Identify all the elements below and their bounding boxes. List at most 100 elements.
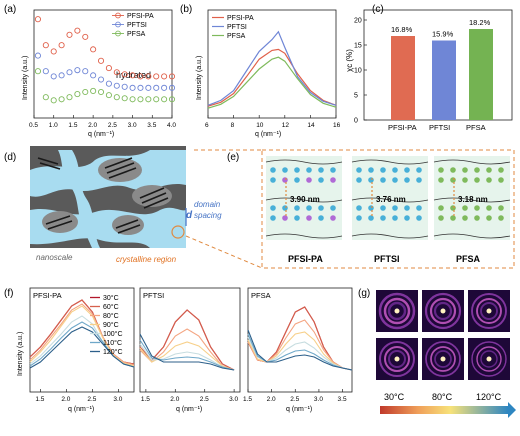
ionomer-bead — [462, 215, 468, 221]
data-point-PFTSI — [145, 84, 152, 91]
x-tick-label: 1.0 — [49, 122, 58, 129]
bar-data-label: 18.2% — [469, 18, 491, 27]
data-point-PFSI-PA — [42, 42, 49, 49]
legend-label: PFSI-PA — [227, 15, 254, 22]
spacing-label: 3.90 nm — [290, 195, 320, 204]
plot-title-PFSA: PFSA — [251, 291, 271, 300]
panel-e-cells: 3.90 nm PFSI-PA 3.76 nm PFTSI 3.18 nm PFSA — [265, 156, 511, 264]
panel-a-annotation: hydrated — [116, 70, 151, 80]
data-point-PFSA — [74, 91, 81, 98]
panel-b-xlabel: q (nm⁻¹) — [255, 131, 281, 138]
legend-label: 90°C — [103, 321, 119, 329]
ionomer-bead — [450, 205, 456, 211]
scattering-ring — [433, 301, 453, 321]
data-point-PFTSI — [58, 72, 65, 79]
panel-a: (a) Intensity (a.u.) q (nm⁻¹) hydrated 0… — [4, 4, 176, 138]
plot-frame-PFSA — [247, 287, 353, 393]
temp-curve-120°C — [29, 326, 135, 369]
plot-title-PFTSI: PFTSI — [143, 291, 164, 300]
panel-a-label: (a) — [4, 4, 16, 15]
scattering-ring — [378, 292, 416, 330]
ionomer-bead — [306, 167, 312, 173]
temp-curve-100°C — [247, 336, 353, 371]
data-point-PFSI-PA — [168, 73, 176, 80]
ionomer-bead — [498, 167, 504, 173]
x-tick-label: 2.0 — [170, 396, 179, 403]
ionomer-bead — [368, 205, 374, 211]
scattering-ring — [429, 297, 457, 325]
nanoscale-label: nanoscale — [36, 253, 73, 262]
x-tick-label: 2.5 — [200, 396, 209, 403]
ionomer-bead — [282, 177, 288, 183]
temperature-gradient-bar — [380, 406, 508, 414]
y-tick-label: 5 — [354, 93, 358, 100]
ionomer-bead — [498, 215, 504, 221]
backbone-line — [433, 233, 511, 239]
legend-marker — [115, 30, 121, 37]
data-point-PFSI-PA — [74, 27, 81, 34]
data-point-PFTSI — [90, 72, 97, 79]
ionomer-bead — [294, 215, 300, 221]
x-tick-label: 2.5 — [290, 396, 299, 403]
x-tick-label: 3.5 — [338, 396, 347, 403]
data-point-PFSA — [145, 96, 152, 103]
ionomer-bead — [486, 205, 492, 211]
ionomer-bead — [474, 167, 480, 173]
cell-name-pfsa: PFSA — [456, 254, 481, 264]
ionomer-bead — [306, 215, 312, 221]
beam-center — [440, 356, 446, 362]
scattering-ring — [430, 346, 456, 372]
ionomer-bead — [270, 167, 276, 173]
legend-label: PFTSI — [127, 22, 147, 29]
data-point-PFSA — [153, 96, 160, 103]
data-point-PFSI-PA — [153, 73, 160, 80]
ionomer-bead — [416, 177, 422, 183]
data-point-PFTSI — [121, 83, 128, 90]
data-point-PFSI-PA — [58, 42, 65, 49]
y-tick-label: 10 — [354, 68, 362, 75]
scattering-ring — [476, 346, 502, 372]
scattering-ring — [387, 301, 407, 321]
y-tick-label: 15 — [354, 43, 362, 50]
legend-label: PFTSI — [227, 24, 247, 31]
scattering-ring — [471, 341, 507, 377]
panel-b-legend: PFSI-PA PFTSI PFSA — [212, 15, 254, 40]
x-tick-label: 1.5 — [243, 396, 252, 403]
ionomer-bead — [392, 205, 398, 211]
ionomer-bead — [356, 167, 362, 173]
ionomer-bead — [294, 167, 300, 173]
ionomer-bead — [392, 167, 398, 173]
ionomer-bead — [486, 177, 492, 183]
panel-g: (g) 30°C 80°C 120°C — [358, 288, 516, 418]
legend-label: 80°C — [103, 312, 119, 320]
ionomer-bead — [450, 167, 456, 173]
ionomer-bead — [356, 177, 362, 183]
temp-label-80: 80°C — [432, 392, 453, 402]
beam-center — [440, 308, 446, 314]
scattering-ring — [384, 346, 410, 372]
ionomer-bead — [416, 215, 422, 221]
x-tick-label: 3.5 — [147, 122, 156, 129]
y-tick-label: 20 — [354, 18, 362, 25]
bar-PFSI-PA — [391, 36, 415, 120]
ionomer-bead — [404, 205, 410, 211]
spacing-label: 3.18 nm — [458, 195, 488, 204]
panel-b-frame — [207, 9, 337, 119]
ionomer-bead — [330, 215, 336, 221]
ionomer-bead — [498, 205, 504, 211]
panel-a-xticks: 0.5 1.0 1.5 2.0 2.5 3.0 3.5 4.0 — [29, 115, 176, 129]
data-point-PFSA — [161, 96, 168, 103]
ionomer-bead — [368, 177, 374, 183]
ionomer-bead — [450, 177, 456, 183]
beam-center — [486, 308, 492, 314]
temp-curve-120°C — [247, 329, 353, 371]
data-point-PFTSI — [161, 84, 168, 91]
scattering-ring — [434, 350, 452, 368]
plot-frame-PFTSI — [139, 287, 241, 393]
x-tick-label: 3.0 — [314, 396, 323, 403]
plot-xlabel: q (nm⁻¹) — [286, 406, 312, 413]
backbone-line — [265, 197, 343, 203]
data-point-PFTSI — [153, 84, 160, 91]
beam-center — [394, 308, 400, 314]
panel-c: (c) χc (%) 0 5 10 15 20 16.8% PFSI-PA 15.9% PFT… — [345, 4, 513, 132]
